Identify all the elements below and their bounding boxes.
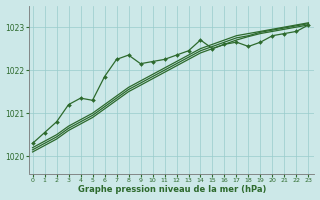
- X-axis label: Graphe pression niveau de la mer (hPa): Graphe pression niveau de la mer (hPa): [77, 185, 266, 194]
